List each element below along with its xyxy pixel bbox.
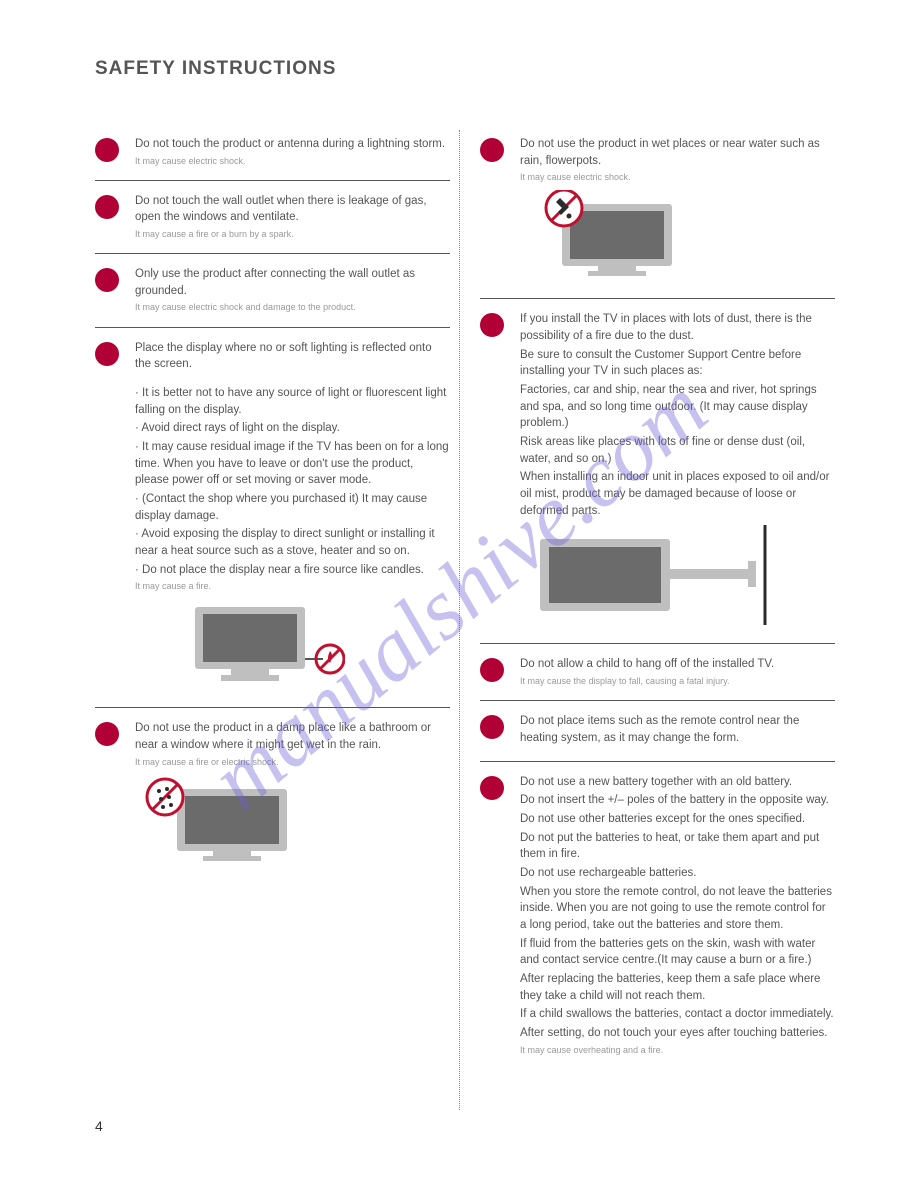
instruction-text: · (Contact the shop where you purchased … <box>135 491 450 524</box>
bullet-18 <box>480 776 504 800</box>
instruction-text: Be sure to consult the Customer Support … <box>520 347 835 380</box>
instruction-text: Do not use a new battery together with a… <box>520 774 835 791</box>
instruction-caption: It may cause overheating and a fire. <box>520 1044 835 1057</box>
item-divider <box>95 707 450 708</box>
instruction-text: Do not touch the product or antenna duri… <box>135 136 450 153</box>
bullet-14 <box>480 138 504 162</box>
tv-plug-prohibit-icon <box>520 190 690 280</box>
bullet-9 <box>95 138 119 162</box>
instruction-text: Do not use the product in a damp place l… <box>135 720 450 753</box>
instruction-text: Factories, car and ship, near the sea an… <box>520 382 835 432</box>
instruction-text: Do not use the product in wet places or … <box>520 136 835 169</box>
item-divider <box>480 298 835 299</box>
instruction-caption: It may cause the display to fall, causin… <box>520 675 835 688</box>
instruction-caption: It may cause a fire or a burn by a spark… <box>135 228 450 241</box>
instruction-text: Do not allow a child to hang off of the … <box>520 656 835 673</box>
instruction-text: Do not use rechargeable batteries. <box>520 865 835 882</box>
instruction-text: Do not put the batteries to heat, or tak… <box>520 830 835 863</box>
section-heading: SAFETY INSTRUCTIONS <box>95 58 336 80</box>
instruction-caption: It may cause electric shock. <box>520 171 835 184</box>
instruction-item-10: Do not touch the wall outlet when there … <box>95 187 450 251</box>
instruction-text: After setting, do not touch your eyes af… <box>520 1025 835 1042</box>
bullet-12 <box>95 342 119 366</box>
page-number: 4 <box>95 1118 103 1134</box>
instruction-caption: It may cause a fire or electric shock. <box>135 756 450 769</box>
instruction-item-17: Do not place items such as the remote co… <box>480 707 835 758</box>
tv-rain-prohibit-icon <box>135 775 305 865</box>
instruction-text: If a child swallows the batteries, conta… <box>520 1006 835 1023</box>
instruction-text: Do not place items such as the remote co… <box>520 713 835 746</box>
instruction-text: · Avoid direct rays of light on the disp… <box>135 420 450 437</box>
bullet-17 <box>480 715 504 739</box>
instruction-text: Do not touch the wall outlet when there … <box>135 193 450 226</box>
instruction-text: If you install the TV in places with lot… <box>520 311 835 344</box>
bullet-16 <box>480 658 504 682</box>
instruction-text: · Do not place the display near a fire s… <box>135 562 450 579</box>
column-divider-dotted <box>459 130 460 1110</box>
instruction-caption: It may cause electric shock and damage t… <box>135 301 450 314</box>
instruction-item-11: Only use the product after connecting th… <box>95 260 450 324</box>
instruction-item-12: Place the display where no or soft light… <box>95 334 450 706</box>
instruction-caption: It may cause a fire. <box>135 580 450 593</box>
tv-fire-icon <box>135 599 345 689</box>
bullet-11 <box>95 268 119 292</box>
item-divider <box>95 327 450 328</box>
instruction-text: Place the display where no or soft light… <box>135 340 450 373</box>
left-column: Do not touch the product or antenna duri… <box>95 130 450 881</box>
instruction-text: · Avoid exposing the display to direct s… <box>135 526 450 559</box>
instruction-item-14: Do not use the product in wet places or … <box>480 130 835 296</box>
instruction-item-13: Do not use the product in a damp place l… <box>95 714 450 880</box>
instruction-text: Only use the product after connecting th… <box>135 266 450 299</box>
instruction-caption: It may cause electric shock. <box>135 155 450 168</box>
instruction-text: When installing an indoor unit in places… <box>520 469 835 519</box>
instruction-item-18: Do not use a new battery together with a… <box>480 768 835 1067</box>
instruction-text: · It may cause residual image if the TV … <box>135 439 450 489</box>
item-divider <box>480 700 835 701</box>
manual-page: { "page": { "number": "4", "section_titl… <box>0 0 918 1188</box>
right-column: Do not use the product in wet places or … <box>480 130 835 1067</box>
bullet-13 <box>95 722 119 746</box>
item-divider <box>95 253 450 254</box>
instruction-text: · It is better not to have any source of… <box>135 385 450 418</box>
item-divider <box>480 643 835 644</box>
instruction-text: Risk areas like places with lots of fine… <box>520 434 835 467</box>
bullet-10 <box>95 195 119 219</box>
item-divider <box>480 761 835 762</box>
instruction-text: If fluid from the batteries gets on the … <box>520 936 835 969</box>
instruction-item-9: Do not touch the product or antenna duri… <box>95 130 450 178</box>
instruction-text: When you store the remote control, do no… <box>520 884 835 934</box>
instruction-item-16: Do not allow a child to hang off of the … <box>480 650 835 698</box>
instruction-text: Do not insert the +/– poles of the batte… <box>520 792 835 809</box>
item-divider <box>95 180 450 181</box>
instruction-item-15: If you install the TV in places with lot… <box>480 305 835 641</box>
bullet-15 <box>480 313 504 337</box>
instruction-text: Do not use other batteries except for th… <box>520 811 835 828</box>
tv-wall-mount-icon <box>520 525 790 625</box>
instruction-text: After replacing the batteries, keep them… <box>520 971 835 1004</box>
